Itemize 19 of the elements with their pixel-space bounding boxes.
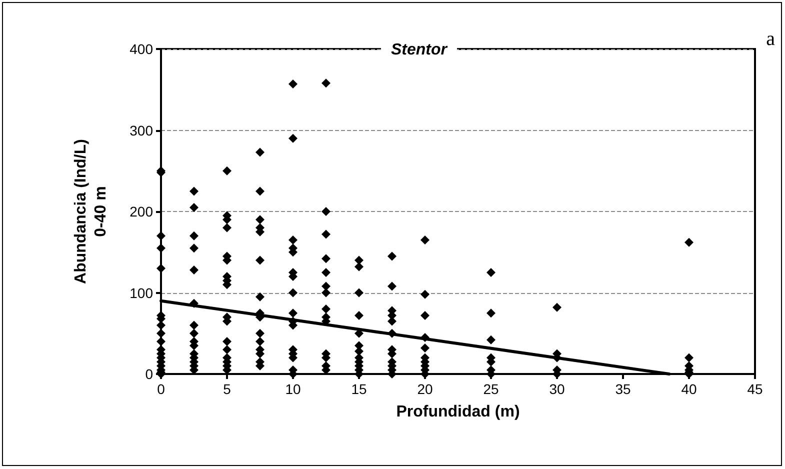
x-tick-label: 45	[747, 381, 763, 397]
x-tick-label: 40	[681, 381, 697, 397]
x-tick-label: 0	[157, 381, 166, 397]
x-axis-title: Profundidad (m)	[396, 404, 520, 420]
x-tick-label: 30	[549, 381, 565, 397]
y-tick-label: 300	[130, 122, 154, 138]
x-tick-label: 25	[483, 381, 499, 397]
x-tick-label: 20	[417, 381, 433, 397]
y-tick-label: 0	[145, 366, 154, 382]
x-tick-label: 35	[615, 381, 631, 397]
x-tick-label: 15	[351, 381, 367, 397]
chart-title: Stentor	[391, 42, 448, 58]
text: a	[766, 28, 776, 50]
y-tick-label: 100	[130, 284, 154, 301]
x-tick-label: 10	[285, 381, 301, 397]
x-tick-label: 5	[223, 381, 232, 397]
y-tick-label: 200	[130, 204, 154, 220]
y-tick-label: 400	[130, 41, 154, 57]
y-axis-title: Abundancia (Ind/L) 0-40 m	[72, 139, 110, 284]
